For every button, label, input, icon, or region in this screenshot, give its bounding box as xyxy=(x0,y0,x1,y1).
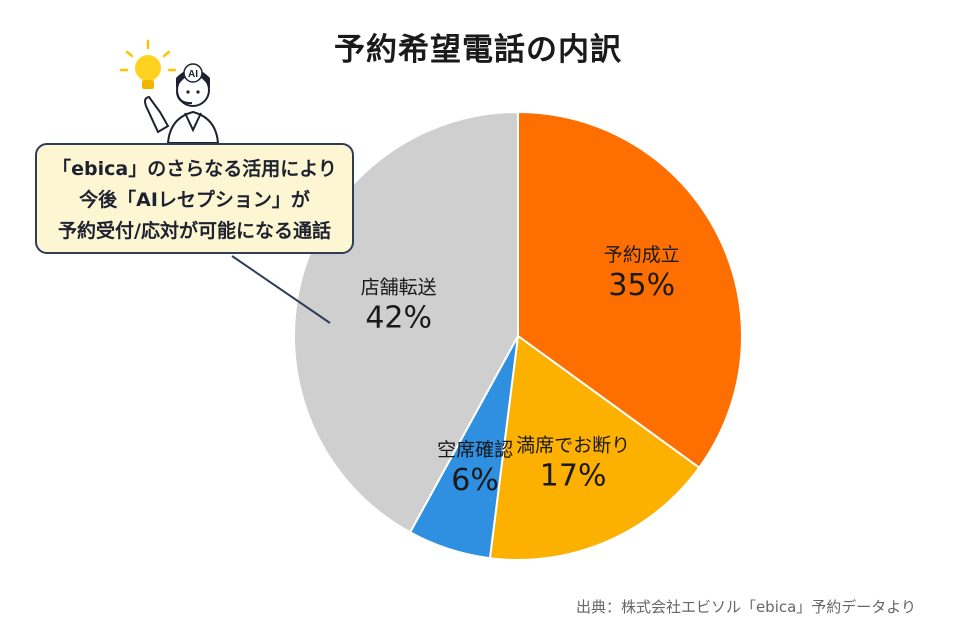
ai-badge: AI xyxy=(188,69,198,80)
pie-slice-1 xyxy=(517,110,743,470)
callout-line-1: 「ebica」のさらなる活用により xyxy=(52,158,337,180)
slice-value-1: 35% xyxy=(608,268,675,303)
pie-slice-2 xyxy=(488,334,701,561)
chart-title: 予約希望電話の内訳 xyxy=(334,32,622,68)
source-note: 出典：株式会社エビソル「ebica」予約データより xyxy=(575,598,916,616)
slice-value-4: 42% xyxy=(365,300,432,335)
mascot-illustration: AI xyxy=(119,39,220,144)
pie-slices xyxy=(293,110,743,561)
callout-line-2: 今後「AIレセプション」が xyxy=(79,189,310,211)
slice-label-2: 満席でお断り xyxy=(516,434,630,456)
callout-box: 「ebica」のさらなる活用により 今後「AIレセプション」が 予約受付/応対が… xyxy=(35,143,354,254)
slice-value-3: 6% xyxy=(451,463,499,498)
lightbulb-icon xyxy=(119,39,177,89)
callout-line-3: 予約受付/応対が可能になる通話 xyxy=(58,220,331,242)
slice-label-4: 店舗転送 xyxy=(361,276,437,298)
operator-figure: AI xyxy=(144,63,220,144)
slice-value-2: 17% xyxy=(540,458,607,493)
slice-label-3: 空席確認 xyxy=(437,439,513,461)
slice-label-1: 予約成立 xyxy=(604,244,680,266)
callout-pointer-line xyxy=(231,255,331,324)
